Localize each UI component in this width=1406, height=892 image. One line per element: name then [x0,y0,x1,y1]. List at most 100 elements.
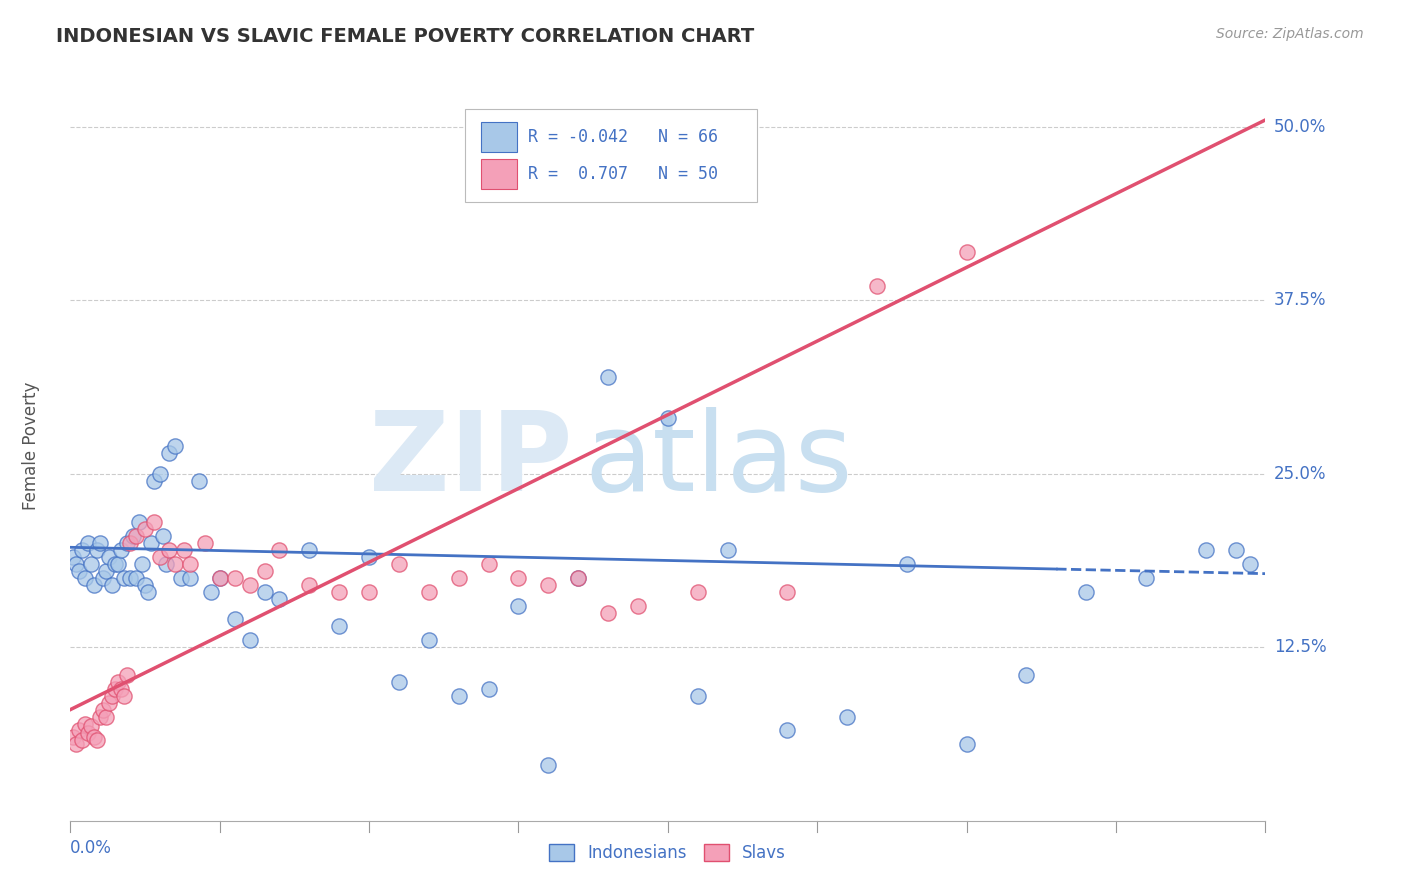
Point [143,474,166,488]
Point [179,571,201,585]
Point [837,709,859,723]
Point [70,733,93,747]
Point [77,726,100,740]
Point [89,709,111,723]
Point [101,689,124,703]
Point [70,543,93,558]
Point [157,446,180,460]
Point [91,571,114,585]
Point [83,578,105,592]
Point [112,571,135,585]
Point [104,681,127,696]
Point [125,529,148,543]
Point [1195,543,1218,558]
FancyBboxPatch shape [481,122,517,153]
Point [173,543,195,558]
Point [418,584,440,599]
Point [478,557,501,571]
Point [163,557,186,571]
Point [508,599,530,613]
Point [65,557,87,571]
Point [1076,584,1098,599]
Point [956,737,979,751]
Point [567,571,589,585]
Point [128,516,150,530]
Point [717,543,740,558]
Point [224,612,246,626]
Point [359,584,381,599]
Point [110,681,132,696]
Point [131,557,153,571]
Point [187,474,209,488]
Text: INDONESIAN VS SLAVIC FEMALE POVERTY CORRELATION CHART: INDONESIAN VS SLAVIC FEMALE POVERTY CORR… [56,27,755,45]
Point [80,557,103,571]
FancyBboxPatch shape [481,159,517,189]
Point [200,584,222,599]
Point [80,719,103,733]
Point [65,737,87,751]
Point [776,723,799,738]
Point [194,536,217,550]
Point [537,758,560,772]
Point [776,584,799,599]
Point [447,571,470,585]
Text: 12.5%: 12.5% [1274,638,1326,657]
Point [157,543,180,558]
Point [598,369,620,384]
Point [75,716,97,731]
Point [1015,668,1038,682]
Point [120,536,141,550]
Point [328,619,350,633]
Text: Female Poverty: Female Poverty [22,382,41,510]
Point [239,633,262,648]
Point [239,578,262,592]
Point [447,689,470,703]
Point [86,733,108,747]
Point [104,557,127,571]
Point [598,606,620,620]
Point [253,564,276,578]
Point [1239,557,1261,571]
Point [269,543,291,558]
Point [155,557,177,571]
Point [120,571,141,585]
Text: 0.0%: 0.0% [70,839,112,857]
Point [75,571,97,585]
Point [83,731,105,745]
Text: Source: ZipAtlas.com: Source: ZipAtlas.com [1216,27,1364,41]
Point [1225,543,1247,558]
Point [67,564,90,578]
Point [143,516,166,530]
Point [107,674,129,689]
Point [77,536,100,550]
Point [224,571,246,585]
Point [134,522,156,536]
Point [208,571,231,585]
Point [269,591,291,606]
Point [478,681,501,696]
Point [537,578,560,592]
Point [866,279,889,293]
Point [896,557,918,571]
Point [115,536,138,550]
Point [359,549,381,564]
Point [1135,571,1157,585]
Point [96,709,118,723]
Point [388,674,411,689]
Point [163,439,186,453]
Point [98,696,121,710]
Text: R = -0.042   N = 66: R = -0.042 N = 66 [529,128,718,146]
Point [96,564,118,578]
Point [98,549,121,564]
Point [149,467,172,481]
Point [686,584,709,599]
Point [101,578,124,592]
Point [62,731,84,745]
Text: atlas: atlas [585,408,852,515]
Point [179,557,201,571]
Point [298,578,321,592]
Point [298,543,321,558]
Point [152,529,174,543]
Text: 50.0%: 50.0% [1274,118,1326,136]
Point [328,584,350,599]
